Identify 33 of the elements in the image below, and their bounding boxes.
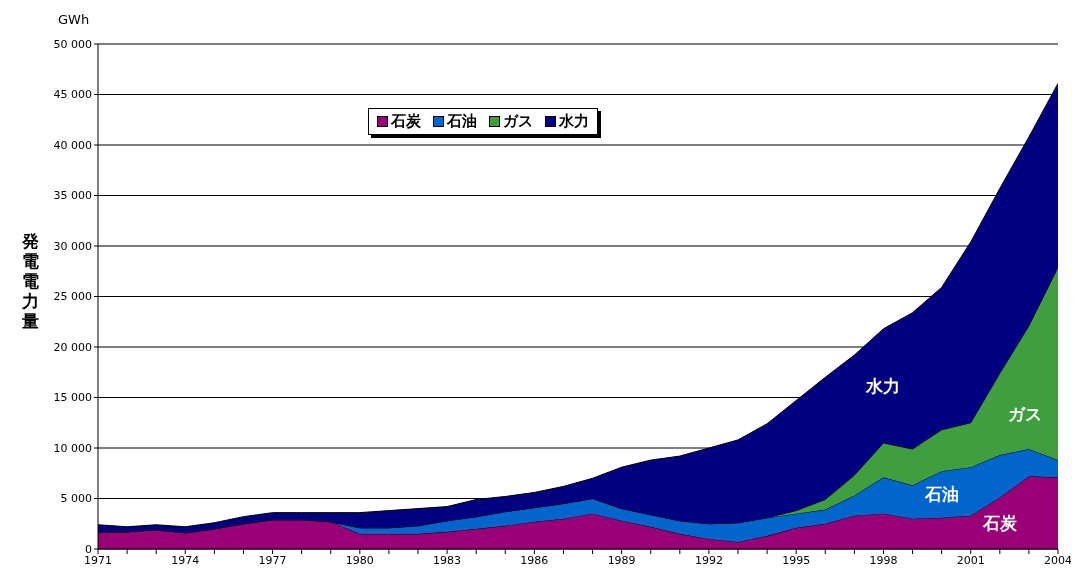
x-tick-label: 1971: [84, 553, 112, 567]
y-tick-label: 5 000: [60, 492, 92, 506]
legend-label: 水力: [559, 112, 589, 131]
y-tick-label: 0: [85, 542, 92, 556]
text: 石炭: [982, 512, 1017, 533]
y-tick-label: 15 000: [53, 391, 92, 405]
x-tick-label: 1974: [171, 553, 200, 567]
y-tick-label: 50 000: [53, 37, 92, 51]
text: ガス: [1007, 403, 1042, 424]
x-tick-label: 2004: [1044, 553, 1072, 567]
x-tick-label: 1989: [607, 553, 636, 567]
y-tick-label: 20 000: [53, 340, 92, 354]
x-tick-label: 1983: [433, 553, 462, 567]
x-tick-label: 1998: [869, 553, 898, 567]
legend-label: ガス: [503, 112, 533, 131]
y-tick-label: 25 000: [53, 290, 92, 304]
legend-label: 石炭: [391, 112, 421, 131]
y-tick-label: 35 000: [53, 189, 92, 203]
x-tick-label: 1995: [782, 553, 811, 567]
legend-label: 石油: [447, 112, 477, 131]
x-tick-label: 1977: [258, 553, 287, 567]
x-tick-label: 1992: [694, 553, 723, 567]
x-tick-label: 1986: [520, 553, 549, 567]
y-tick-label: 30 000: [53, 239, 92, 253]
y-tick-label: 40 000: [53, 138, 92, 152]
text: 水力: [866, 375, 901, 396]
x-tick-label: 1980: [345, 553, 374, 567]
x-tick-label: 2001: [956, 553, 985, 567]
y-tick-label: 45 000: [53, 88, 92, 102]
text: 石油: [924, 483, 959, 504]
y-tick-label: 10 000: [53, 441, 92, 455]
text: GWh: [58, 12, 90, 27]
y-axis-title: 発電電力量: [20, 230, 39, 331]
